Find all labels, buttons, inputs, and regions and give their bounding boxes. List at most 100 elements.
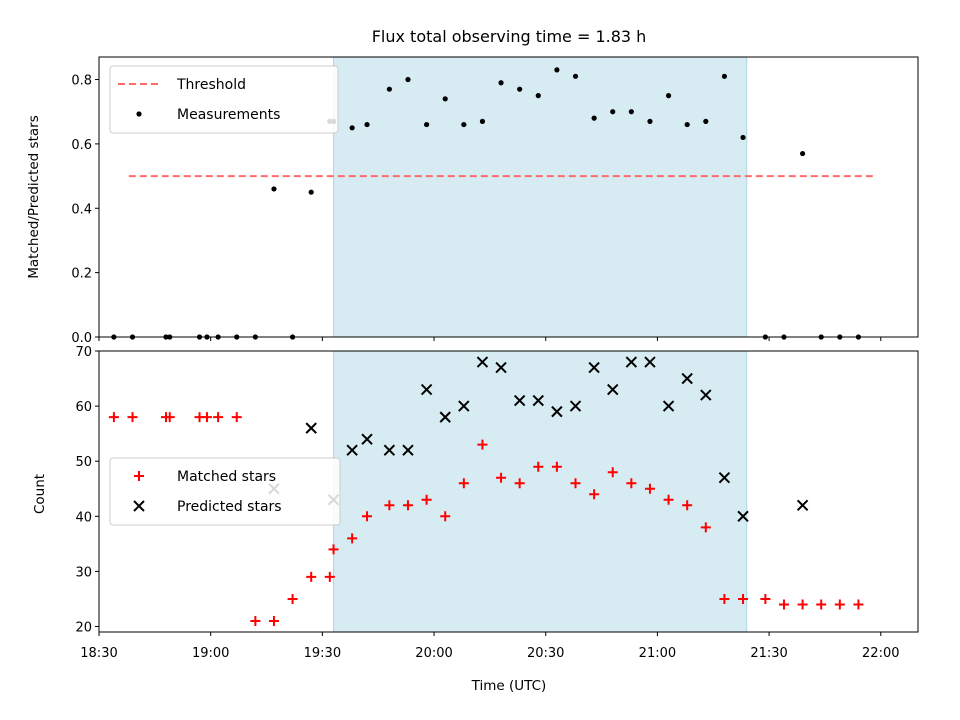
matched-star-point: [328, 544, 339, 555]
predicted-star-point: [495, 361, 507, 374]
matched-star-point: [306, 571, 317, 582]
matched-star-point: [570, 478, 581, 489]
matched-star-point: [384, 500, 395, 511]
legend-matched-swatch: [134, 471, 144, 481]
predicted-star-point: [700, 389, 712, 401]
legend-predicted-label: Predicted stars: [177, 499, 282, 515]
y-tick-label: 30: [75, 565, 92, 580]
x-tick-label: 21:00: [639, 646, 676, 661]
matched-star-point: [496, 472, 507, 483]
x-tick-label: 20:30: [527, 646, 564, 661]
predicted-star-point: [718, 472, 731, 484]
matched-star-point: [797, 599, 808, 610]
matched-star-point: [164, 412, 175, 423]
y-tick-label: 0.4: [71, 202, 92, 217]
measurement-point: [721, 73, 728, 79]
y-tick-label: 50: [75, 455, 92, 470]
matched-star-point: [644, 483, 655, 494]
measurement-point: [405, 76, 411, 83]
matched-star-point: [834, 599, 845, 610]
measurement-point: [535, 93, 541, 99]
matched-star-point: [347, 533, 358, 544]
predicted-star-point: [439, 411, 451, 423]
measurement-point: [799, 150, 806, 157]
matched-star-point: [700, 522, 711, 533]
top-ylabel: Matched/Predicted stars: [26, 115, 42, 278]
x-tick-label: 20:00: [415, 646, 452, 661]
predicted-star-point: [681, 372, 693, 385]
predicted-star-point: [383, 444, 396, 456]
y-tick-label: 0.0: [71, 331, 92, 346]
matched-star-point: [440, 511, 451, 522]
predicted-star-point: [737, 510, 749, 523]
predicted-star-point: [513, 394, 526, 407]
matched-star-point: [421, 494, 432, 505]
predicted-star-point: [476, 356, 489, 368]
predicted-star-point: [420, 383, 433, 396]
measurement-point: [572, 73, 579, 79]
matched-star-point: [778, 599, 789, 610]
y-tick-label: 0.8: [71, 74, 92, 89]
matched-star-point: [551, 461, 562, 472]
predicted-star-point: [361, 433, 373, 445]
top-panel: 0.0 0.2 0.4 0.6 0.8 Threshold Measurements: [71, 56, 919, 346]
predicted-star-point: [458, 400, 470, 412]
y-tick-label: 0.6: [71, 138, 92, 153]
x-tick-label: 18:30: [80, 646, 117, 661]
measurement-point: [665, 93, 672, 99]
measurement-point: [308, 189, 314, 195]
matched-star-point: [231, 412, 242, 423]
y-tick-label: 40: [75, 510, 92, 525]
matched-star-point: [533, 461, 544, 472]
y-tick-label: 60: [75, 400, 92, 415]
measurement-point: [591, 115, 597, 121]
predicted-star-point: [644, 356, 656, 368]
measurement-point: [442, 96, 448, 102]
predicted-star-point: [796, 499, 809, 511]
legend-box: [109, 65, 339, 134]
measurement-point: [554, 67, 560, 73]
predicted-star-point: [346, 444, 358, 456]
predicted-star-point: [588, 361, 600, 374]
measurement-point: [386, 86, 392, 92]
matched-star-point: [738, 593, 749, 604]
matched-star-point: [853, 599, 864, 610]
measurement-point: [610, 109, 616, 115]
predicted-star-point: [625, 356, 638, 368]
matched-star-point: [663, 494, 674, 505]
matched-star-point: [760, 593, 771, 604]
predicted-star-point: [402, 444, 414, 456]
predicted-star-point: [662, 400, 675, 412]
matched-star-point: [458, 478, 469, 489]
predicted-star-point: [569, 400, 582, 412]
measurement-point: [628, 109, 634, 115]
legend-measurements-swatch: [136, 111, 142, 117]
axes-frame: [98, 350, 919, 633]
measurement-point: [461, 121, 467, 128]
predicted-star-point: [305, 422, 317, 434]
matched-star-point: [477, 439, 488, 450]
observing-window-span: [333, 350, 748, 633]
y-tick-label: 0.2: [71, 267, 92, 282]
matched-star-point: [719, 593, 730, 604]
matched-star-point: [682, 500, 693, 511]
measurement-point: [647, 118, 653, 124]
measurement-point: [740, 134, 746, 141]
measurement-point: [349, 125, 355, 131]
axes-frame: [98, 56, 919, 338]
predicted-star-point: [607, 383, 619, 396]
x-tick-label: 21:30: [750, 646, 787, 661]
predicted-star-point: [532, 394, 544, 407]
predicted-star-point: [551, 405, 563, 418]
chart-title: Flux total observing time = 1.83 h: [372, 27, 647, 46]
matched-star-point: [108, 412, 119, 423]
matched-star-point: [589, 489, 600, 500]
x-axis-label: Time (UTC): [471, 678, 547, 694]
x-tick-label: 22:00: [862, 646, 899, 661]
y-tick-label: 70: [75, 345, 92, 360]
measurement-point: [271, 186, 277, 192]
matched-star-point: [607, 467, 618, 478]
matched-star-point: [816, 599, 827, 610]
legend-threshold-label: Threshold: [176, 77, 246, 93]
y-tick-label: 20: [75, 620, 92, 635]
